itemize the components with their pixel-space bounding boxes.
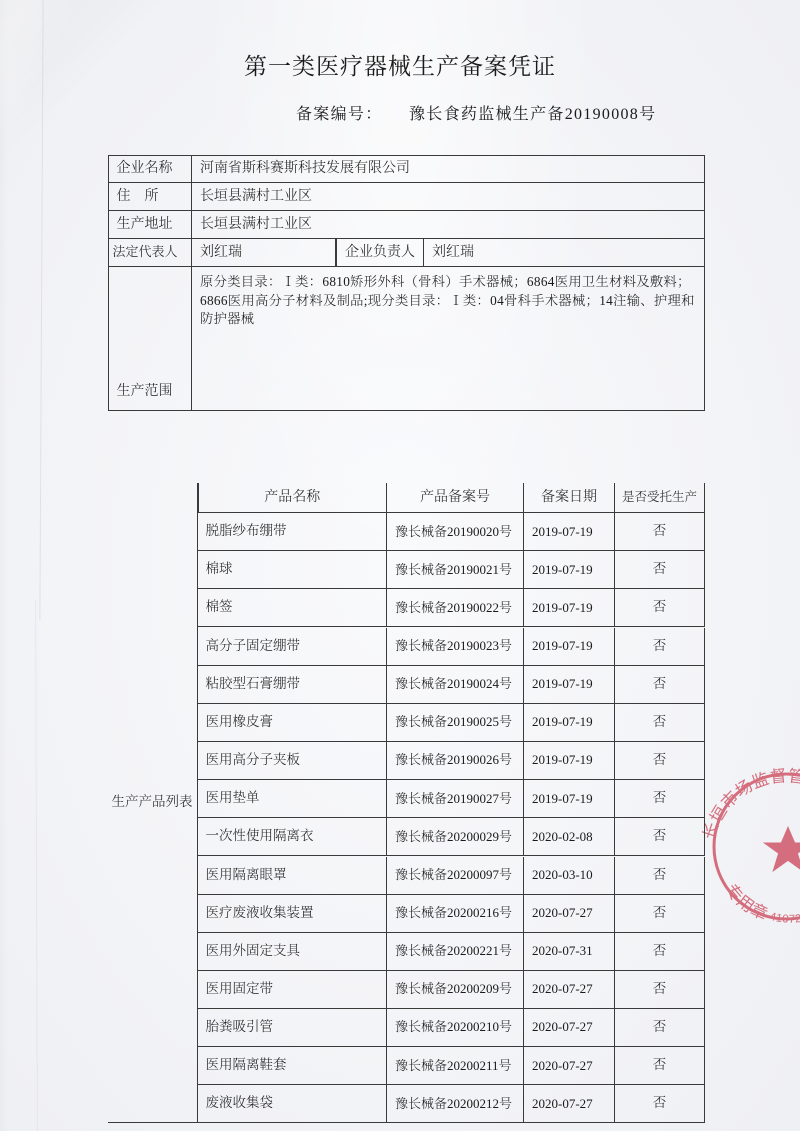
svg-text:4107280000120: 4107280000120 xyxy=(768,890,800,926)
svg-text:专用章: 专用章 xyxy=(721,878,773,925)
svg-text:长垣市场监督管理局: 长垣市场监督管理局 xyxy=(696,762,800,842)
